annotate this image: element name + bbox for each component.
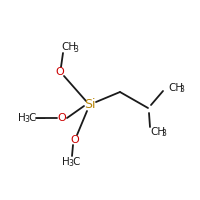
Text: 3: 3 xyxy=(73,45,78,53)
Text: CH: CH xyxy=(150,127,165,137)
Text: C: C xyxy=(72,157,79,167)
Text: 3: 3 xyxy=(68,160,73,168)
Text: O: O xyxy=(56,67,64,77)
Text: C: C xyxy=(28,113,35,123)
Text: O: O xyxy=(71,135,79,145)
Text: O: O xyxy=(58,113,66,123)
Text: 3: 3 xyxy=(24,116,29,124)
Text: 3: 3 xyxy=(179,86,184,95)
Text: CH: CH xyxy=(61,42,76,52)
Text: H: H xyxy=(18,113,26,123)
Text: —: — xyxy=(36,113,46,123)
Text: H: H xyxy=(62,157,70,167)
Text: 3: 3 xyxy=(161,130,166,138)
Text: Si: Si xyxy=(84,98,96,112)
Text: CH: CH xyxy=(168,83,183,93)
